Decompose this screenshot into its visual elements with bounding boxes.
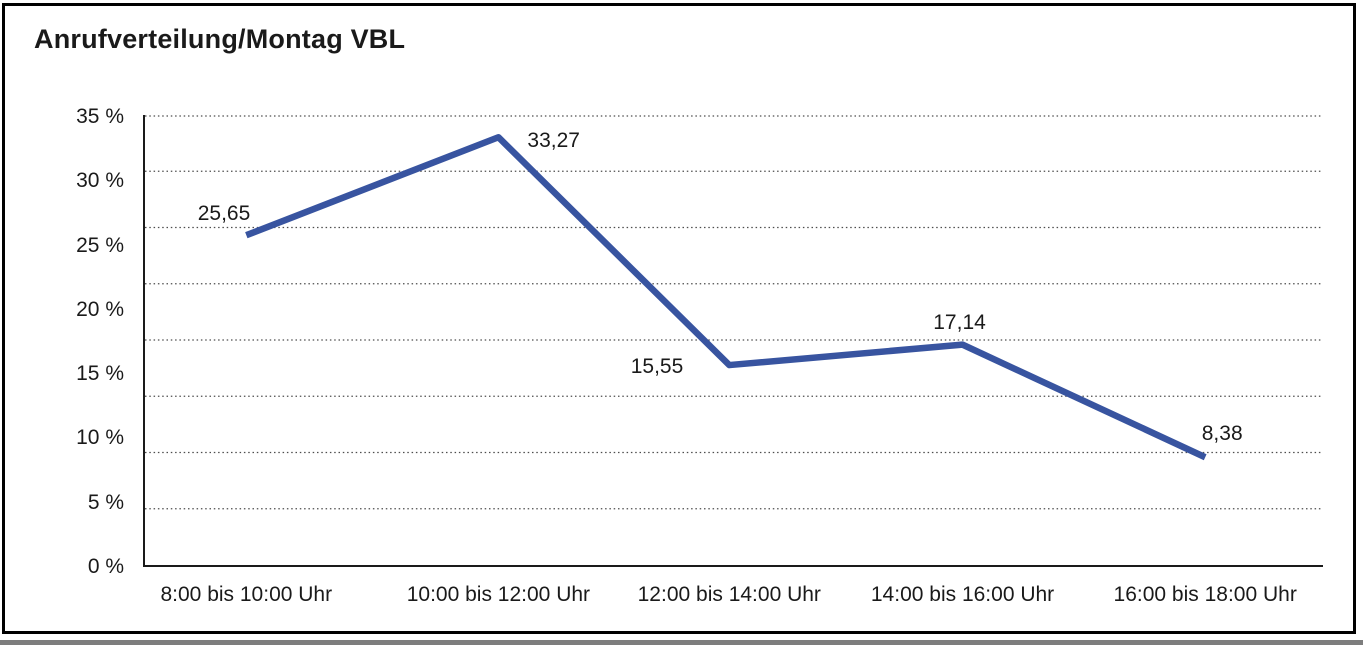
x-axis-tick-label: 16:00 bis 18:00 Uhr	[1113, 583, 1297, 606]
chart-title: Anrufverteilung/Montag VBL	[34, 24, 406, 54]
x-axis-tick-label: 14:00 bis 16:00 Uhr	[870, 583, 1055, 606]
y-axis-tick-label: 25 %	[76, 233, 124, 257]
y-axis-tick-label: 30 %	[76, 169, 124, 193]
y-axis-tick-label: 35 %	[76, 105, 124, 128]
y-axis-tick-labels: 35 % 30 % 25 % 20 % 15 % 10 % 5 % 0 %	[0, 105, 143, 578]
y-axis-tick-label: 10 %	[76, 426, 124, 450]
plot-area	[143, 115, 1323, 567]
x-axis-tick-label: 10:00 bis 12:00 Uhr	[406, 583, 591, 606]
data-series-line	[245, 133, 1207, 461]
x-axis-tick-label: 12:00 bis 14:00 Uhr	[637, 583, 821, 606]
y-axis-tick-label: 5 %	[87, 490, 124, 514]
bottom-gray-bar	[0, 640, 1363, 645]
x-axis-tick-label: 8:00 bis 10:00 Uhr	[160, 583, 333, 606]
y-axis-tick-label: 0 %	[87, 555, 124, 578]
x-axis-tick-labels: 8:00 bis 10:00 Uhr 10:00 bis 12:00 Uhr 12:…	[145, 583, 1323, 611]
line-chart-svg	[145, 115, 1323, 510]
y-axis-tick-label: 15 %	[76, 362, 124, 386]
y-axis-tick-label: 20 %	[76, 297, 124, 321]
